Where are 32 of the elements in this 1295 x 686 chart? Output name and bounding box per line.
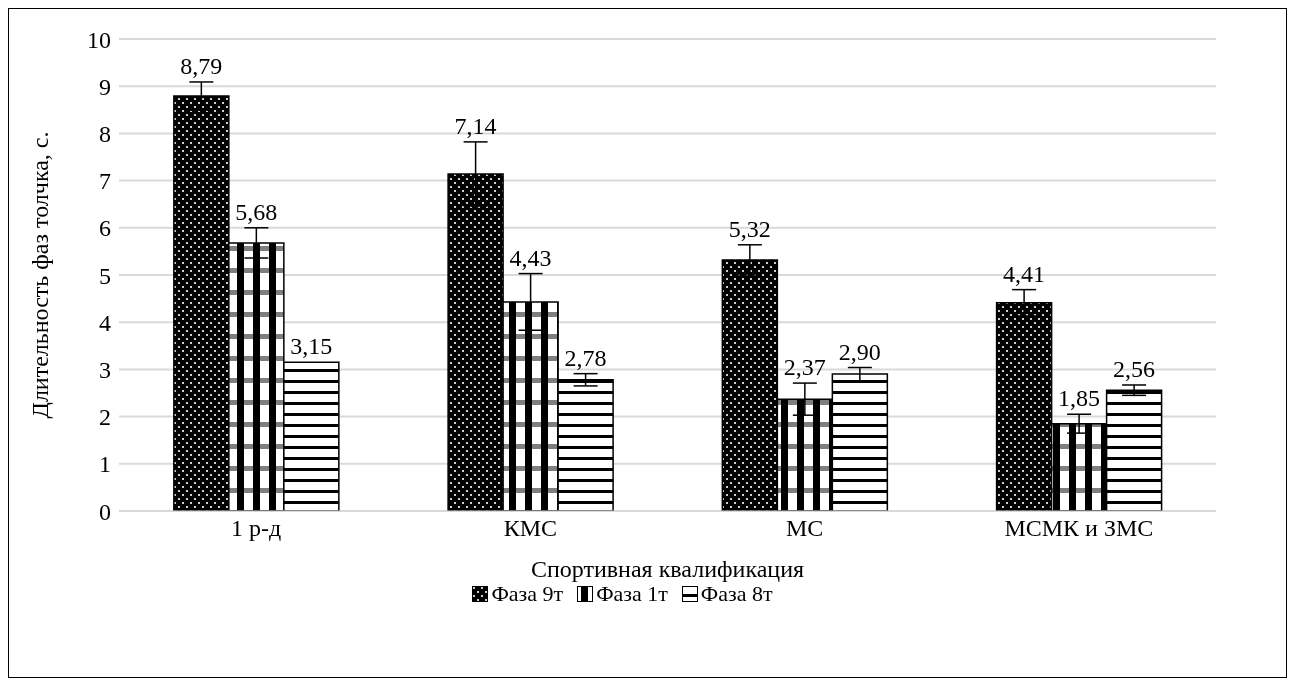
x-tick-label: МС [785,515,824,542]
data-label: 5,32 [728,215,771,242]
x-axis-title: Спортивная квалификация [530,556,805,582]
data-label: 4,43 [509,244,552,271]
data-label: 5,68 [235,198,278,225]
y-tick-label: 5 [99,262,111,289]
data-label: 4,41 [1003,260,1046,287]
data-label: 2,56 [1113,355,1156,382]
x-tick-label: МСМК и ЗМС [1004,515,1154,542]
x-tick-label: 1 р-д [231,515,282,542]
y-tick-label: 2 [99,404,111,431]
y-tick-label: 7 [99,168,111,195]
y-tick-label: 4 [99,309,111,336]
data-label: 2,90 [838,338,881,365]
y-tick-label: 1 [99,451,111,478]
y-tick-label: 0 [99,498,111,525]
y-tick-label: 8 [99,120,111,147]
data-label: 3,15 [290,333,333,360]
y-axis-title: Длительность фаз толчка, с. [26,131,53,419]
data-label: 2,78 [564,344,607,371]
data-label: 1,85 [1058,385,1101,412]
data-label: 8,79 [180,52,223,79]
y-tick-label: 10 [87,26,111,53]
x-tick-label: КМС [503,515,558,542]
y-tick-label: 6 [99,215,111,242]
legend-label: Фаза 1т [596,581,668,607]
y-tick-label: 3 [99,356,111,383]
legend-label: Фаза 8т [700,581,773,607]
data-label: 2,37 [783,354,826,381]
y-tick-label: 9 [99,73,111,100]
legend-label: Фаза 9т [491,581,564,607]
data-label: 7,14 [454,112,497,139]
